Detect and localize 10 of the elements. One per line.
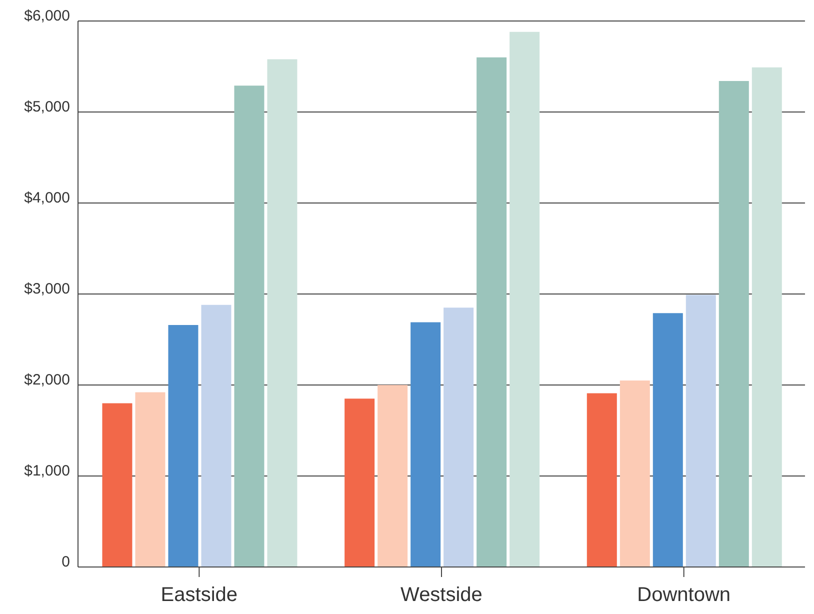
y-tick-label: $4,000 <box>24 189 70 206</box>
y-tick-label: $5,000 <box>24 98 70 116</box>
x-tick-label: Eastside <box>160 584 238 606</box>
y-tick-label: $1,000 <box>24 462 70 480</box>
x-tick-label: Downtown <box>637 584 731 606</box>
y-tick-label: $6,000 <box>24 7 70 24</box>
y-tick-label: 0 <box>62 553 70 570</box>
x-tick-label: Westside <box>400 584 482 606</box>
y-tick-label: $2,000 <box>24 371 70 388</box>
y-tick-label: $3,000 <box>24 280 70 298</box>
